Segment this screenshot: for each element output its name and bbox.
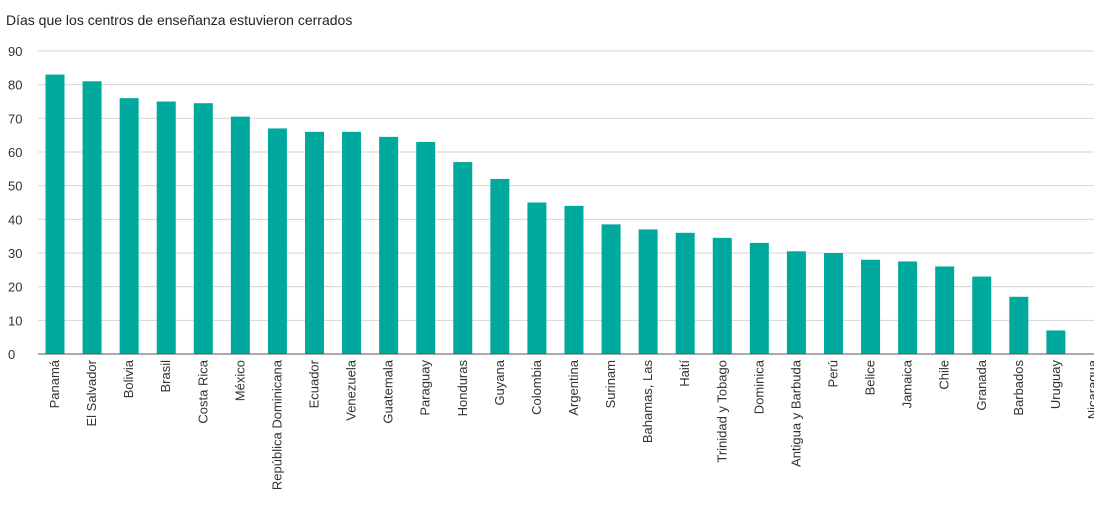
bar [861, 259, 881, 354]
bar [490, 178, 510, 354]
y-tick-label: 40 [8, 212, 22, 227]
bar [230, 116, 250, 355]
x-category-label: Brasil [158, 360, 173, 393]
x-category-label: Trinidad y Tobago [714, 360, 729, 463]
x-category-label: Paraguay [418, 360, 433, 416]
bar [267, 128, 287, 354]
x-category-label: Argentina [566, 359, 581, 415]
x-category-label: Guyana [492, 359, 507, 405]
y-tick-label: 20 [8, 280, 22, 295]
bar [564, 205, 584, 354]
y-tick-label: 80 [8, 78, 22, 93]
bar [1046, 330, 1066, 354]
bar [786, 251, 806, 354]
x-category-label: Chile [937, 360, 952, 390]
bar [898, 261, 918, 354]
x-category-label: México [232, 360, 247, 401]
x-category-label: Colombia [529, 359, 544, 415]
bar [342, 131, 362, 354]
y-tick-label: 70 [8, 111, 22, 126]
x-category-label: Honduras [455, 360, 470, 417]
x-category-label: Bolivia [121, 359, 136, 398]
bar [1009, 296, 1029, 354]
bar [156, 101, 176, 354]
bar [675, 232, 695, 354]
x-category-label: El Salvador [84, 359, 99, 426]
chart-title: Días que los centros de enseñanza estuvi… [6, 12, 353, 28]
bar [712, 237, 732, 354]
x-category-label: Bahamas, Las [640, 360, 655, 444]
bar [379, 136, 399, 354]
bar [82, 81, 102, 355]
bar [416, 141, 436, 354]
y-tick-label: 90 [8, 44, 22, 59]
x-category-label: Haití [677, 360, 692, 387]
x-category-label: República Dominicana [269, 359, 284, 490]
x-category-label: Ecuador [306, 359, 321, 408]
bar [638, 229, 658, 354]
bars [45, 74, 1066, 355]
bar [935, 266, 955, 354]
x-category-label: Guatemala [381, 359, 396, 423]
bar [119, 98, 139, 354]
x-category-label: Belice [863, 360, 878, 395]
bar [749, 242, 769, 354]
bar [601, 224, 621, 354]
y-axis-ticks: 0 10 20 30 40 50 60 70 80 90 [8, 44, 22, 362]
x-category-label: Barbados [1011, 360, 1026, 416]
y-tick-label: 10 [8, 313, 22, 328]
x-category-label: Antigua y Barbuda [788, 359, 803, 467]
y-tick-label: 0 [8, 347, 15, 362]
x-category-label: Uruguay [1048, 360, 1063, 410]
x-category-label: Surinam [603, 360, 618, 408]
bar [193, 103, 213, 354]
x-axis-labels: Panamá El Salvador Bolivia Brasil Costa Rica… [47, 359, 1094, 490]
x-category-label: Panamá [47, 359, 62, 408]
y-tick-label: 60 [8, 145, 22, 160]
x-category-label: Perú [825, 360, 840, 387]
bar [45, 74, 65, 355]
x-category-label: Venezuela [344, 359, 359, 420]
bar [304, 131, 324, 354]
x-category-label: Jamaica [900, 359, 915, 408]
bar [527, 202, 547, 354]
y-tick-label: 50 [8, 179, 22, 194]
y-tick-label: 30 [8, 246, 22, 261]
x-category-label: Granada [974, 359, 989, 410]
x-category-label: Nicaragua [1085, 359, 1094, 419]
bar [823, 253, 843, 354]
bar [972, 276, 992, 354]
bar [453, 162, 473, 354]
x-category-label: Dominica [751, 359, 766, 414]
x-category-label: Costa Rica [195, 359, 210, 423]
